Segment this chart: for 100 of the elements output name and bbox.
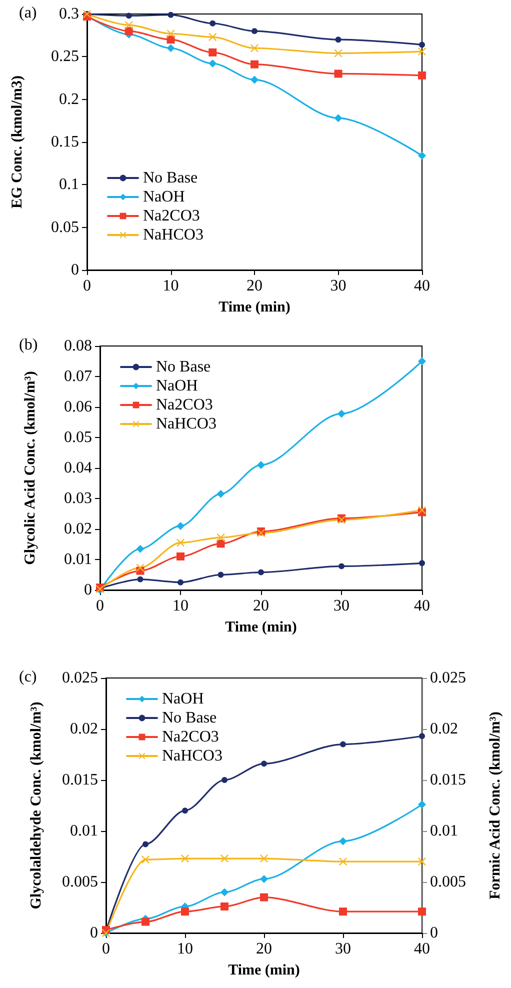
- point: [257, 460, 265, 469]
- x-axis-title: Time (min): [228, 962, 300, 978]
- y2-tick-label: 0.01: [430, 822, 458, 840]
- point: [181, 908, 189, 916]
- point: [216, 540, 225, 548]
- point: [208, 59, 217, 68]
- point: [124, 21, 133, 30]
- point: [208, 33, 217, 42]
- y-tick-label: 0.01: [64, 551, 92, 568]
- y-tick-label: 0.2: [59, 90, 79, 108]
- y-tick-label: 0.15: [51, 134, 79, 150]
- point: [338, 563, 344, 570]
- x-axis-title: Time (min): [218, 300, 290, 316]
- x-tick-label: 10: [162, 278, 179, 294]
- legend-label: NaOH: [143, 188, 186, 206]
- point: [220, 888, 228, 896]
- legend-label: Na2CO3: [162, 728, 219, 746]
- point: [419, 560, 425, 566]
- point: [418, 152, 426, 160]
- point: [339, 858, 347, 866]
- point: [136, 544, 144, 553]
- x-tick-label: 20: [253, 598, 269, 614]
- point: [260, 874, 268, 883]
- legend-label: No Base: [162, 710, 217, 726]
- point: [220, 902, 228, 910]
- point: [340, 741, 346, 748]
- y-tick-label: 0.07: [64, 368, 92, 385]
- point: [250, 44, 258, 52]
- y2-tick-label: 0.02: [430, 720, 458, 738]
- point: [252, 28, 258, 34]
- y-axis-title: Glycolaldehyde Conc. (kmol/m³): [28, 702, 44, 910]
- legend-label: No Base: [156, 358, 211, 376]
- y-tick-label: 0.02: [64, 520, 92, 538]
- y2-tick-label: 0.025: [430, 670, 466, 686]
- point: [334, 70, 342, 78]
- point: [418, 357, 426, 366]
- legend-label: NaHCO3: [162, 748, 222, 764]
- point: [418, 908, 426, 916]
- chart-title: (c): [19, 668, 37, 686]
- x-tick-label: 20: [256, 940, 272, 958]
- point: [339, 837, 347, 846]
- legend-label: NaOH: [162, 690, 204, 708]
- x-tick-label: 10: [177, 940, 193, 958]
- legend-label: Na2CO3: [156, 396, 213, 414]
- legend-label: Na2CO3: [143, 208, 200, 224]
- point: [334, 49, 342, 58]
- y2-tick-label: 0: [430, 924, 438, 942]
- point: [176, 552, 184, 560]
- point: [334, 114, 342, 122]
- x-tick-label: 30: [335, 940, 351, 958]
- y-tick-label: 0.03: [64, 490, 92, 507]
- point: [136, 564, 144, 572]
- y-tick-label: 0.3: [59, 6, 79, 22]
- point: [220, 854, 228, 863]
- point: [124, 27, 133, 36]
- y-tick-label: 0: [84, 582, 92, 598]
- point: [260, 893, 268, 902]
- point: [142, 841, 148, 848]
- y-tick-label: 0.01: [70, 822, 98, 840]
- point: [418, 48, 426, 56]
- y-tick-label: 0.005: [62, 874, 98, 890]
- x-axis-title: Time (min): [225, 620, 297, 636]
- y-tick-label: 0.015: [62, 772, 98, 788]
- y-tick-label: 0: [71, 262, 79, 278]
- chart-title: (a): [19, 4, 37, 22]
- point: [176, 522, 184, 530]
- x-tick-label: 30: [330, 278, 346, 294]
- point: [181, 854, 189, 863]
- chart-title: (b): [19, 336, 38, 354]
- x-tick-label: 40: [414, 598, 430, 614]
- point: [418, 800, 426, 808]
- point: [137, 576, 144, 582]
- y-axis-title: Glycolic Acid Conc. (kmol/m³): [22, 371, 38, 565]
- y-tick-label: 0.025: [62, 670, 98, 686]
- point: [168, 12, 174, 18]
- y-tick-label: 0.02: [70, 720, 98, 738]
- legend-label: NaOH: [156, 378, 198, 394]
- point: [178, 579, 184, 586]
- point: [166, 30, 175, 38]
- point: [142, 918, 150, 926]
- point: [142, 856, 150, 864]
- legend-label: NaHCO3: [156, 416, 216, 432]
- point: [261, 760, 267, 767]
- y2-tick-label: 0.005: [430, 874, 466, 890]
- legend-label: No Base: [143, 170, 198, 186]
- point: [419, 733, 425, 740]
- point: [222, 777, 228, 783]
- y2-tick-label: 0.015: [430, 772, 466, 788]
- x-tick-label: 20: [246, 278, 262, 294]
- point: [419, 42, 425, 48]
- point: [216, 534, 225, 542]
- y-tick-label: 0.05: [51, 218, 79, 236]
- y-tick-label: 0.06: [64, 398, 92, 416]
- point: [210, 20, 216, 26]
- x-tick-label: 40: [414, 278, 430, 294]
- legend-label: NaHCO3: [143, 226, 204, 244]
- point: [335, 36, 342, 43]
- point: [166, 44, 175, 52]
- point: [208, 48, 217, 56]
- point: [126, 12, 132, 19]
